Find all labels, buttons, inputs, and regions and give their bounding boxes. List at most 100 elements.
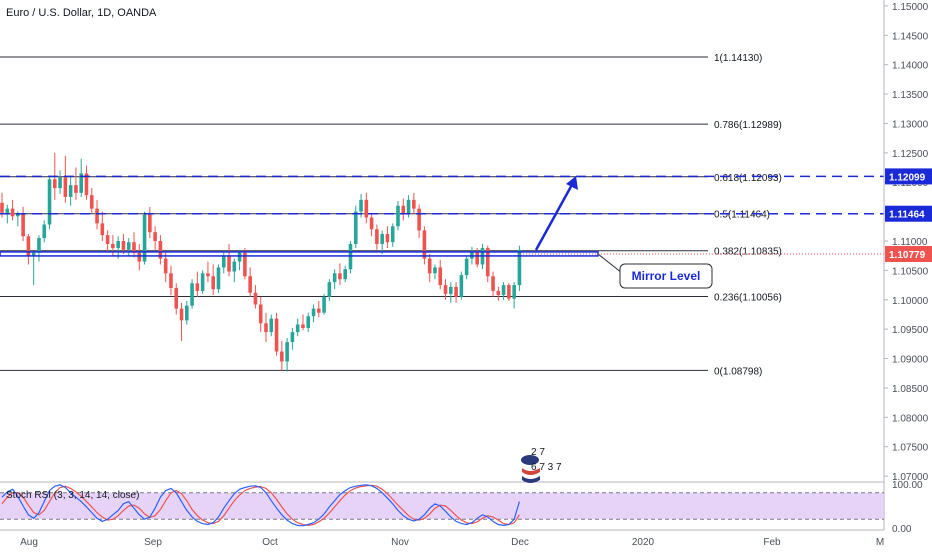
candle [105, 230, 110, 252]
candle-body [412, 199, 416, 209]
candle-body [216, 267, 221, 290]
drawing-layer: Mirror Level [0, 175, 884, 289]
fib-label-4: 0.382(1.10835) [714, 247, 782, 258]
candle-body [163, 258, 168, 274]
time-tick-label: 2020 [632, 537, 655, 548]
projection-arrow-line[interactable] [534, 180, 576, 251]
candle-body [190, 283, 194, 306]
candle-body [295, 324, 300, 333]
time-tick-label: Sep [144, 537, 162, 548]
time-tick-label: Dec [511, 537, 529, 548]
candle [10, 199, 15, 221]
candle [126, 238, 131, 256]
candle-body [111, 243, 115, 249]
candle [327, 279, 332, 301]
candle-body [243, 252, 247, 277]
candle-body [53, 179, 57, 189]
candle-body [517, 249, 522, 286]
candle-body [369, 217, 374, 230]
price-tick-label: 1.14000 [892, 61, 929, 72]
candle-body [200, 273, 205, 291]
candle-body [195, 283, 200, 291]
candle-body [126, 242, 131, 250]
candle [459, 271, 464, 300]
candle-body [21, 213, 25, 237]
current-price-tag [885, 245, 932, 262]
time-tick-label: Feb [763, 537, 781, 548]
candle [258, 296, 263, 333]
candle-body [153, 232, 157, 241]
fib-label-0: 1(1.14130) [714, 53, 762, 64]
candle-body [417, 208, 421, 231]
candle [63, 155, 68, 203]
candle [243, 248, 247, 280]
candle [84, 165, 89, 200]
candle-body [406, 199, 411, 215]
candle-body [132, 242, 136, 253]
candle-body [343, 269, 347, 280]
candle [338, 263, 342, 286]
candle [68, 176, 73, 206]
candle-body [84, 173, 89, 196]
mirror-callout-box[interactable] [619, 263, 713, 289]
projection-arrow-head [566, 176, 578, 190]
candle [211, 264, 215, 296]
chart-title: Euro / U.S. Dollar, 1D, OANDA [6, 7, 157, 19]
candle [42, 220, 47, 243]
candle-layer [0, 152, 522, 372]
candle [369, 212, 374, 237]
candle [396, 201, 400, 231]
price-tick-label: 1.11000 [892, 237, 928, 248]
candle [137, 243, 142, 271]
candle-body [68, 185, 73, 197]
candle [274, 312, 279, 356]
candle-body [269, 318, 274, 333]
candle-body [449, 286, 453, 294]
price-tick-label: 1.10000 [892, 296, 929, 307]
candle [253, 285, 258, 309]
candle [169, 265, 173, 296]
candle [163, 252, 168, 283]
fib-label-1: 0.786(1.12989) [714, 120, 782, 131]
price-tick-label: 1.07500 [892, 443, 929, 454]
candle-body [380, 233, 384, 244]
candle [301, 314, 305, 331]
candle-body [459, 275, 464, 297]
candle-body [10, 208, 15, 217]
candle-body [285, 342, 289, 362]
candle-body [385, 233, 390, 243]
candle [427, 253, 432, 283]
candle-body [390, 226, 395, 243]
candle [317, 300, 321, 318]
candle-body [26, 236, 31, 256]
candle [433, 264, 437, 280]
candle-body [338, 273, 342, 280]
candle [343, 265, 347, 283]
candle-body [174, 288, 179, 309]
candle [295, 318, 300, 337]
candle-body [0, 202, 4, 213]
price-tick-label: 1.15000 [892, 2, 929, 13]
candle-body [42, 224, 47, 239]
candle-body [332, 273, 337, 283]
candle [501, 282, 506, 300]
fib-label-5: 0.236(1.10056) [714, 292, 782, 303]
candle [47, 176, 52, 230]
candle [364, 192, 369, 224]
candle-body [327, 282, 332, 297]
candle-body [258, 304, 263, 324]
candle [31, 251, 36, 286]
watermark: 2 7 6 7 3 7 [521, 447, 562, 483]
candle [443, 279, 448, 300]
time-tick-label: Aug [20, 537, 38, 548]
candle [79, 158, 83, 197]
candle [216, 264, 221, 293]
candle-body [237, 252, 242, 262]
candle-body [105, 235, 110, 244]
candle-body [185, 305, 189, 321]
candle [290, 327, 295, 350]
price-tick-label: 1.14500 [892, 31, 929, 42]
candle [206, 261, 210, 283]
candle-body [179, 308, 184, 321]
